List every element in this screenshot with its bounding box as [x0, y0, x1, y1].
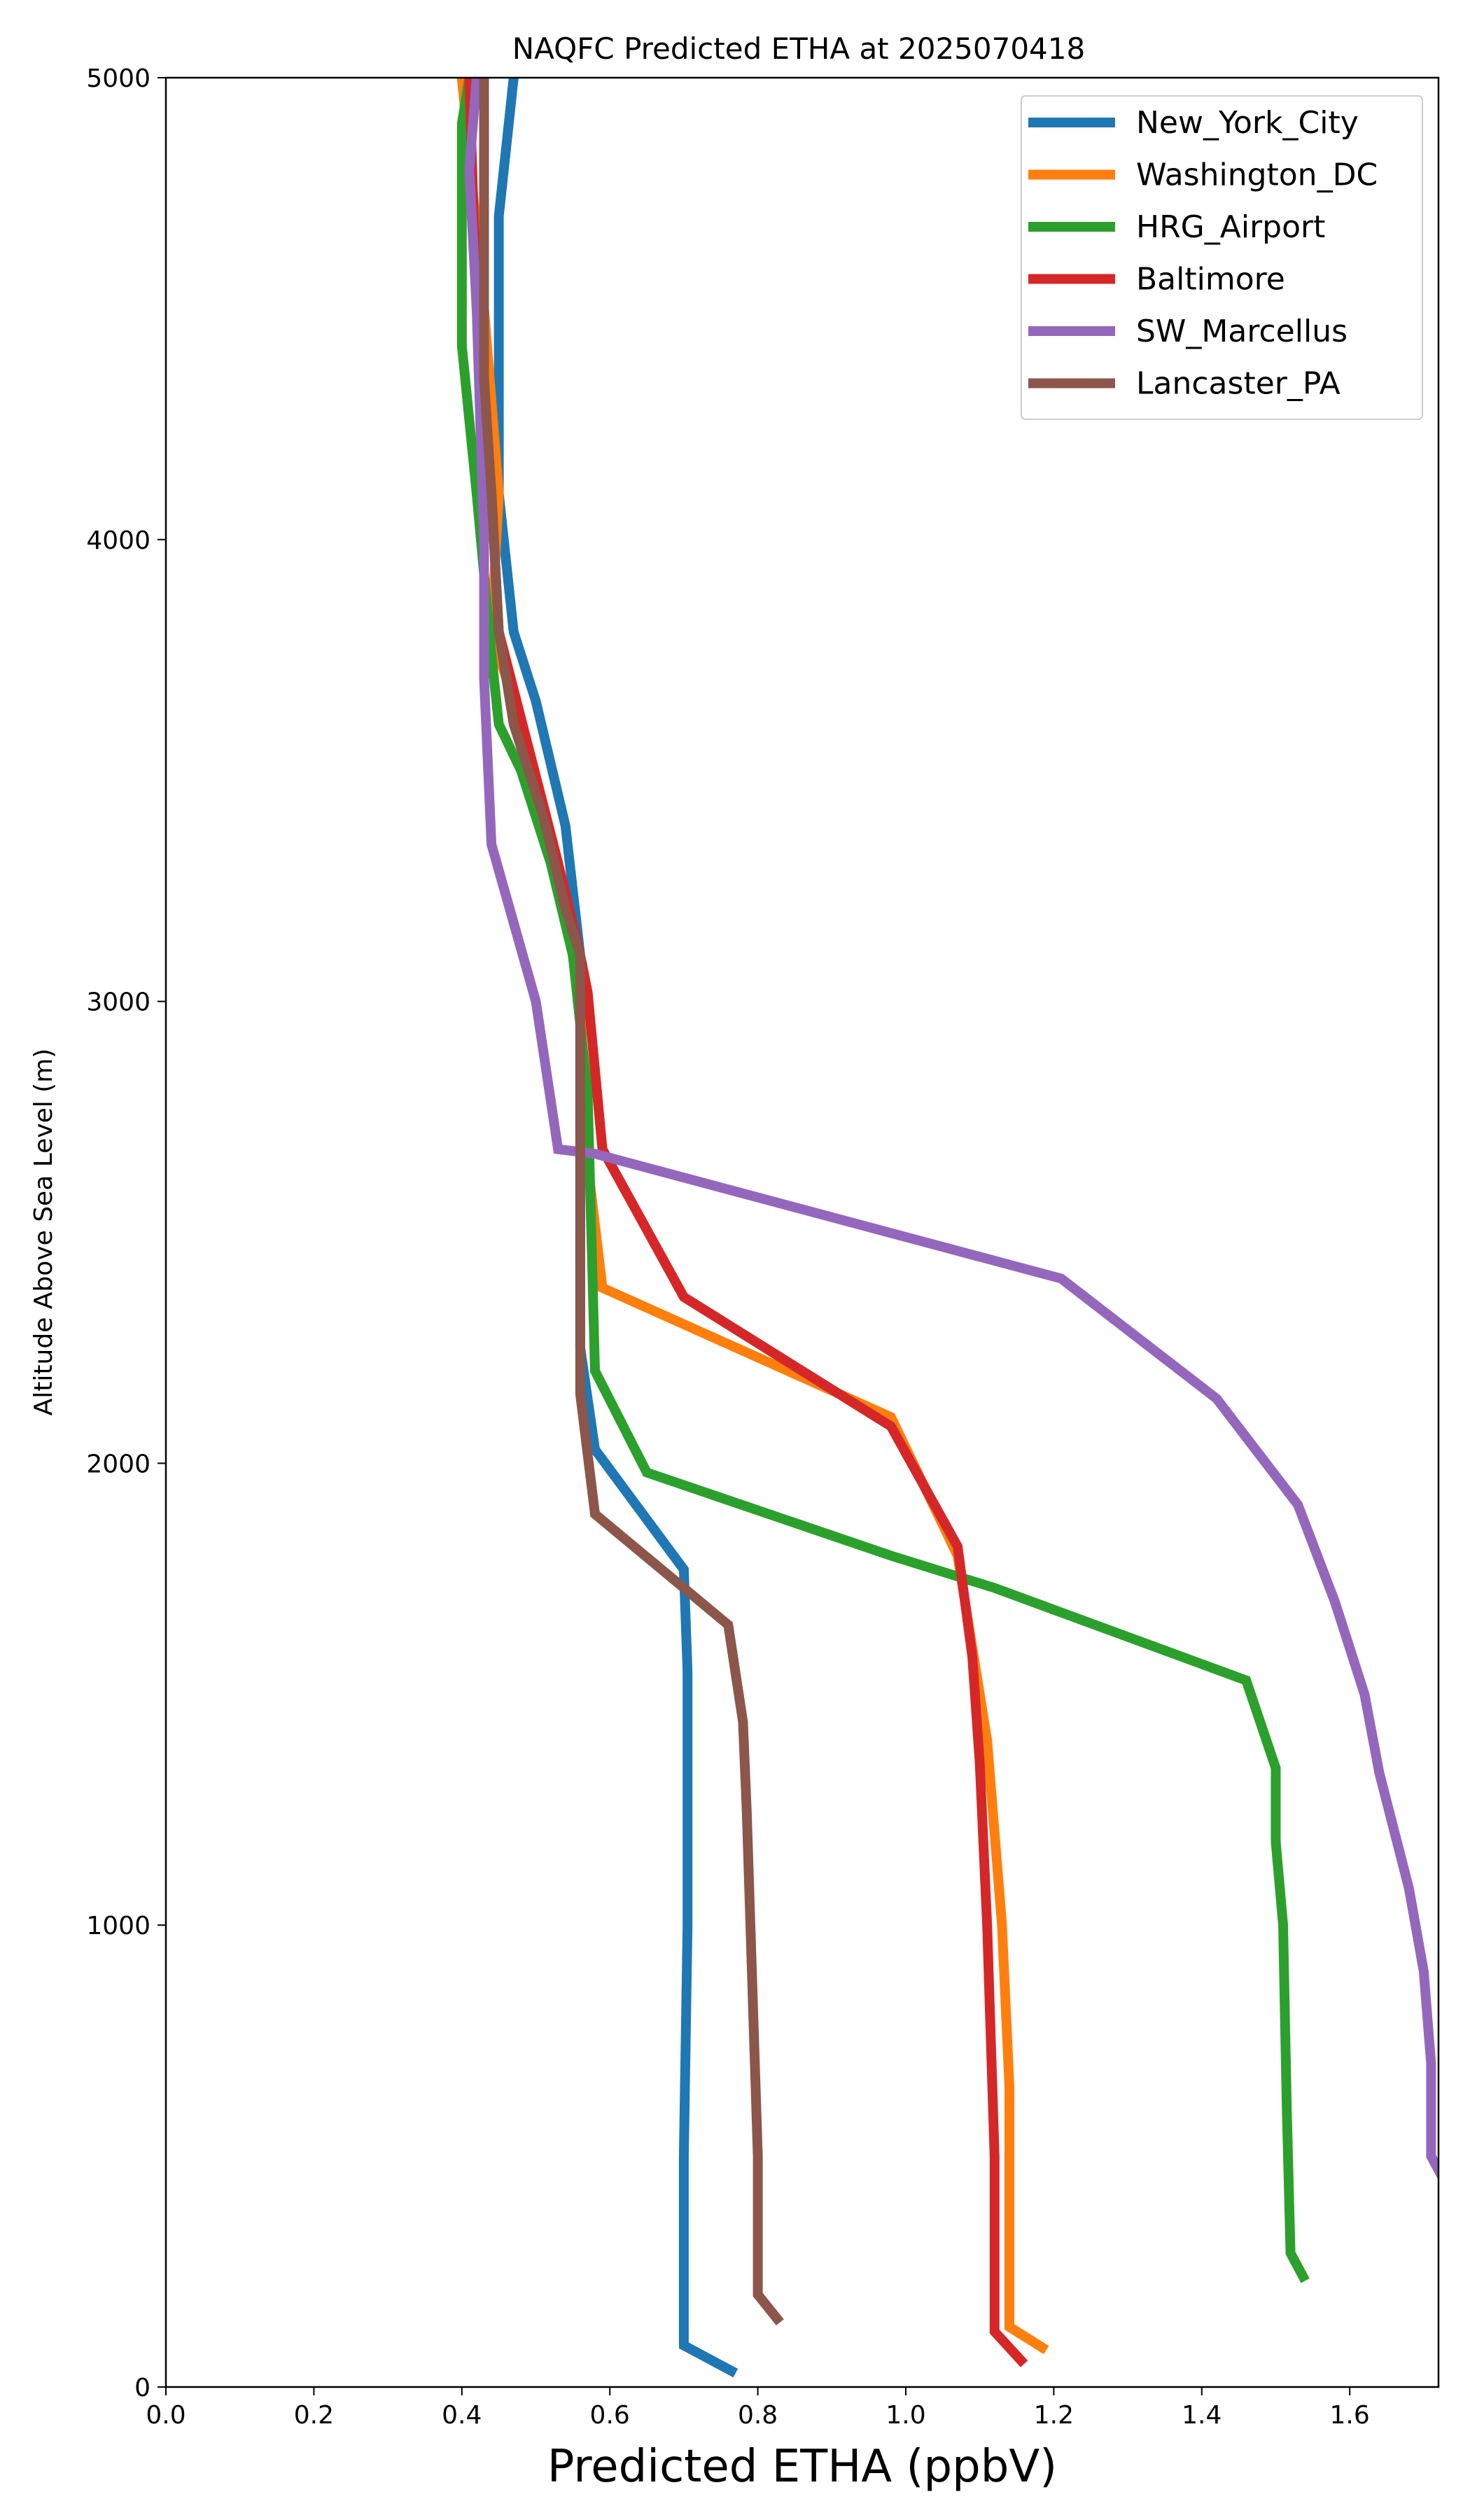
x-axis-label: Predicted ETHA (ppbV) — [547, 2441, 1057, 2493]
y-axis: 0 1000 2000 3000 4000 5000 — [86, 64, 166, 2402]
series-line-sw-marcellus — [464, 78, 1438, 2180]
x-tick-label: 0.0 — [146, 2401, 186, 2430]
x-tick-label: 1.6 — [1330, 2401, 1370, 2430]
legend-label: Washington_DC — [1136, 158, 1378, 193]
x-tick-label: 0.4 — [442, 2401, 482, 2430]
legend-box — [1021, 95, 1423, 420]
plot-frame — [164, 76, 1440, 2388]
x-tick-label: 0.8 — [738, 2401, 778, 2430]
y-axis-label: Altitude Above Sea Level (m) — [29, 1049, 58, 1416]
legend-label: New_York_City — [1136, 105, 1359, 141]
x-axis: 0.0 0.2 0.4 0.6 0.8 1.0 1.2 1.4 1.6 — [146, 2387, 1370, 2430]
series-layer — [456, 78, 1438, 2378]
x-tick-label: 0.6 — [590, 2401, 630, 2430]
y-tick-label: 0 — [134, 2374, 150, 2402]
y-tick-label: 3000 — [86, 988, 150, 1017]
series-line-lancaster-pa — [479, 78, 784, 2325]
series-line-new-york-city — [493, 78, 738, 2378]
legend-label: Baltimore — [1136, 262, 1285, 298]
y-tick-label: 5000 — [86, 64, 150, 93]
x-tick-label: 1.4 — [1182, 2401, 1222, 2430]
x-tick-label: 0.2 — [294, 2401, 334, 2430]
x-tick-label: 1.2 — [1034, 2401, 1074, 2430]
y-tick-label: 2000 — [86, 1450, 150, 1478]
legend-label: Lancaster_PA — [1136, 366, 1340, 402]
series-line-baltimore — [464, 78, 1028, 2367]
legend-label: SW_Marcellus — [1136, 314, 1348, 349]
y-tick-label: 4000 — [86, 526, 150, 555]
chart-title: NAQFC Predicted ETHA at 2025070418 — [512, 31, 1085, 66]
legend-label: HRG_Airport — [1136, 209, 1325, 245]
legend: New_York_City Washington_DC HRG_Airport Bal… — [1021, 95, 1423, 420]
x-tick-label: 1.0 — [886, 2401, 925, 2430]
y-tick-label: 1000 — [86, 1912, 150, 1940]
